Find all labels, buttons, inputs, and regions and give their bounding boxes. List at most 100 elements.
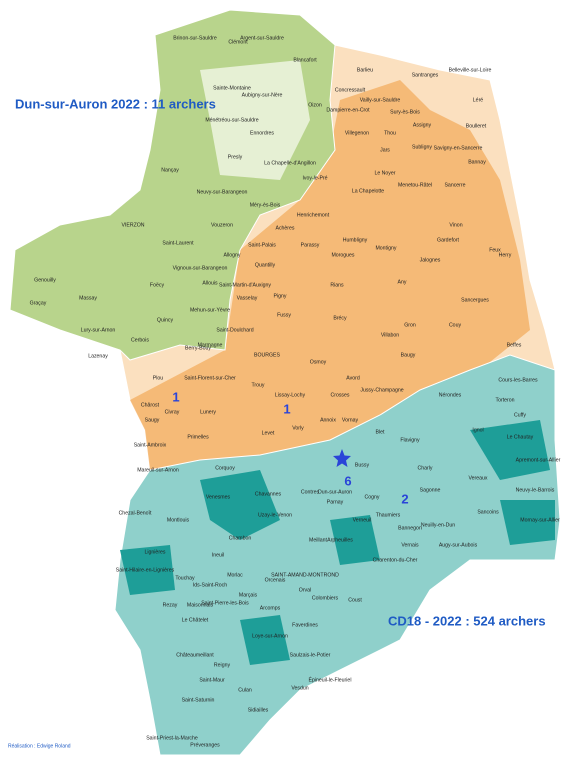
south-dark: [470, 420, 550, 480]
commune-label: Corquoy: [215, 465, 235, 471]
commune-label: Thaumiers: [376, 512, 401, 518]
commune-label: Henrichemont: [297, 212, 330, 218]
commune-label: Orval: [299, 587, 311, 593]
commune-label: Gardefort: [437, 237, 459, 243]
commune-label: Saint-Priest-la-Marche: [146, 735, 198, 741]
commune-label: Ids-Saint-Roch: [193, 582, 227, 588]
commune-label: Menetou-Râtel: [398, 182, 432, 188]
commune-label: Jussy-Champagne: [360, 387, 403, 393]
commune-label: Neuilly-en-Dun: [421, 522, 455, 528]
commune-label: Lazenay: [88, 353, 108, 359]
south-zone: [114, 354, 561, 756]
credit: Réalisation : Edwige Roland: [8, 743, 71, 749]
commune-label: Le Châtelet: [182, 617, 209, 623]
commune-label: Concressault: [335, 87, 366, 93]
commune-label: Colombiers: [312, 595, 339, 601]
commune-label: Beffes: [507, 342, 522, 348]
commune-labels: Brinon-sur-Sauldre ClémontArgent-sur-Saul…: [30, 35, 561, 748]
home-club-star: [333, 449, 351, 467]
commune-label: Saint-Laurent: [162, 240, 194, 246]
commune-label: Vasselay: [237, 295, 258, 301]
commune-label: Berry-Bouy: [185, 345, 211, 351]
south-dark: [120, 545, 175, 595]
commune-label: Sidiailles: [248, 707, 269, 713]
commune-label: Blancafort: [293, 57, 317, 63]
commune-label: Vailly-sur-Sauldre: [360, 97, 401, 103]
commune-label: Brécy: [333, 315, 347, 321]
commune-label: Villegenon: [345, 130, 369, 136]
commune-label: Blet: [376, 429, 385, 435]
commune-label: Saint-Palais: [248, 242, 276, 248]
commune-label: Vignoux-sur-Barangeon: [173, 265, 228, 271]
commune-label: Subligny: [412, 144, 432, 150]
south-dark: [330, 515, 380, 565]
archer-count: 2: [401, 491, 408, 506]
commune-label: Couy: [449, 322, 462, 328]
commune-label: Humbligny: [343, 237, 368, 243]
commune-label: Verneuil: [353, 517, 372, 523]
commune-label: Barlieu: [357, 67, 373, 73]
commune-label: Argent-sur-Sauldre: [240, 35, 284, 41]
commune-label: Nançay: [161, 167, 179, 173]
commune-label: Lury-sur-Arnon: [81, 327, 116, 333]
commune-label: Sainte-Montaine: [213, 85, 251, 91]
commune-label: Quincy: [157, 317, 174, 323]
commune-label: Ignol: [472, 427, 483, 433]
commune-label: BOURGES: [254, 352, 280, 358]
commune-label: Sury-ès-Bois: [390, 109, 420, 115]
commune-label: Savigny-en-Sancerre: [434, 145, 483, 151]
commune-label: Genouilly: [34, 277, 56, 283]
commune-label: Montigny: [375, 245, 396, 251]
commune-label: Arpheuilles: [327, 537, 353, 543]
commune-label: Saulzais-le-Potier: [290, 652, 331, 658]
commune-label: Venesmes: [206, 494, 231, 500]
commune-label: Allogny: [223, 252, 240, 258]
commune-label: Herry: [499, 252, 512, 258]
commune-label: Saint-Pierre-les-Bois: [201, 600, 249, 606]
commune-label: Bannay: [468, 159, 486, 165]
commune-label: Morogues: [331, 252, 354, 258]
commune-label: Thou: [384, 130, 396, 136]
commune-label: Crosses: [330, 392, 349, 398]
commune-label: Levet: [262, 430, 275, 436]
north-light: [200, 60, 310, 180]
commune-label: Santranges: [412, 72, 439, 78]
commune-label: Neuvy-le-Barrois: [516, 487, 555, 493]
commune-label: Charly: [418, 465, 433, 471]
commune-label: Dun-sur-Auron: [318, 489, 352, 495]
commune-label: Any: [398, 279, 407, 285]
commune-label: Loye-sur-Arnon: [252, 633, 288, 639]
commune-label: Feux: [489, 247, 501, 253]
commune-label: Flavigny: [400, 437, 420, 443]
commune-label: Ennordres: [250, 130, 274, 136]
commune-label: Neuvy-sur-Barangeon: [197, 189, 248, 195]
commune-label: Saint-Maur: [199, 677, 225, 683]
commune-label: Brinon-sur-Sauldre: [173, 35, 217, 41]
commune-label: Aubigny-sur-Nère: [242, 92, 283, 98]
commune-label: Marmagne: [198, 342, 223, 348]
orange-zone: [130, 80, 530, 470]
commune-label: Maisonnais: [187, 602, 214, 608]
commune-label: Saint-Doulchard: [216, 327, 253, 333]
title-north: Dun-sur-Auron 2022 : 11 archers: [15, 96, 216, 111]
commune-label: Saint-Saturnin: [182, 697, 215, 703]
commune-label: Presly: [228, 154, 243, 160]
commune-label: Le Chautay: [507, 434, 534, 440]
commune-label: Jars: [380, 147, 390, 153]
commune-label: Boulleret: [466, 123, 487, 129]
commune-label: Parnay: [327, 499, 344, 505]
commune-label: Touchay: [175, 575, 195, 581]
commune-label: Cuffy: [514, 412, 526, 418]
commune-label: Sancoins: [477, 509, 499, 515]
commune-label: Vouzeron: [211, 222, 233, 228]
commune-label: Massay: [79, 295, 97, 301]
commune-label: Baugy: [401, 352, 416, 358]
commune-label: Plou: [153, 375, 163, 381]
commune-label: Parassy: [301, 242, 320, 248]
commune-label: Saint-Hilaire-en-Lignières: [116, 567, 175, 573]
commune-label: Chavannes: [255, 491, 282, 497]
commune-label: Coust: [348, 597, 362, 603]
commune-label: Châteaumeillant: [176, 652, 214, 658]
commune-label: Achères: [275, 225, 294, 231]
